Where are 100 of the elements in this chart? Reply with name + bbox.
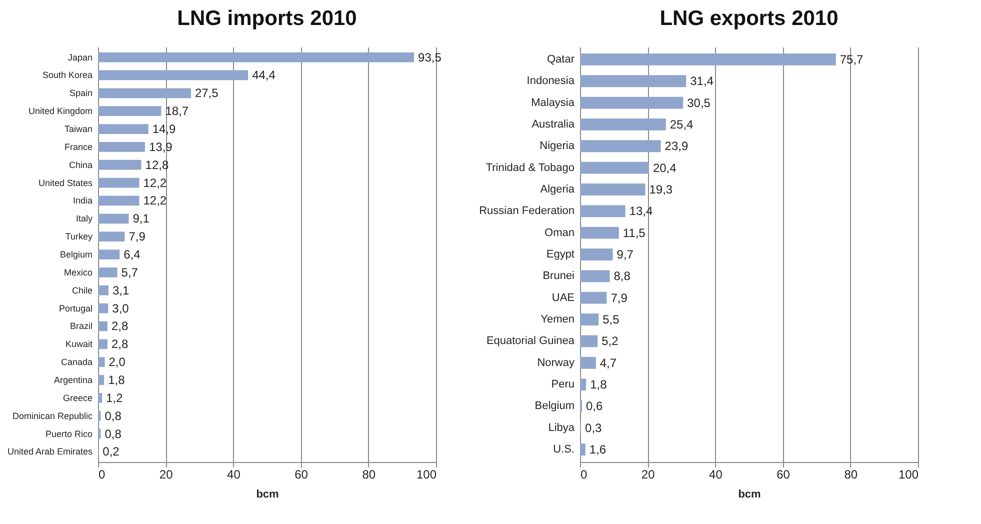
x-tick-label: 100	[898, 468, 919, 482]
data-label: 2,8	[111, 337, 128, 352]
y-tick-label: Egypt	[546, 248, 574, 260]
data-label: 2,0	[108, 355, 126, 370]
y-tick-label: Belgium	[60, 250, 92, 260]
data-label: 0,2	[102, 444, 120, 459]
x-axis-title: bcm	[738, 488, 762, 500]
x-tick-label: 60	[776, 468, 790, 482]
x-tick-label: 60	[294, 468, 308, 482]
chart-title: LNG imports 2010	[177, 7, 357, 30]
x-axis-title: bcm	[256, 488, 280, 500]
y-tick-label: United States	[38, 178, 93, 188]
y-tick-label: Taiwan	[64, 124, 92, 134]
y-tick-label: Libya	[548, 422, 576, 434]
y-tick-label: France	[64, 142, 92, 152]
y-tick-label: Italy	[76, 214, 93, 224]
data-label: 7,9	[610, 290, 628, 305]
y-tick-label: Indonesia	[526, 75, 576, 88]
data-label: 5,7	[121, 265, 138, 280]
x-tick-label: 40	[227, 468, 241, 482]
data-label: 1,8	[108, 372, 126, 387]
y-tick-label: United Arab Emirates	[7, 446, 93, 457]
data-label: 8,8	[614, 269, 631, 284]
y-tick-label: Trinidad & Tobago	[486, 162, 574, 174]
data-label: 3,1	[112, 283, 130, 298]
data-label: 7,9	[128, 230, 146, 244]
data-label: 75,7	[840, 52, 864, 66]
y-tick-label: Brazil	[70, 321, 92, 332]
data-label: 14,9	[152, 122, 176, 136]
y-tick-label: South Korea	[42, 70, 92, 80]
y-tick-label: UAE	[552, 292, 574, 304]
y-tick-label: Nigeria	[540, 140, 576, 152]
x-tick-label: 0	[98, 468, 106, 482]
x-tick-label: 80	[362, 468, 376, 482]
y-tick-label: Mexico	[64, 267, 92, 278]
data-label: 12,2	[143, 194, 167, 208]
data-label: 0,3	[585, 420, 602, 435]
y-tick-label: Algeria	[540, 183, 576, 196]
y-tick-label: Kuwait	[65, 339, 93, 350]
y-tick-label: Oman	[544, 226, 574, 239]
y-tick-label: Malaysia	[531, 96, 576, 109]
y-tick-label: China	[68, 160, 92, 170]
data-label: 25,4	[670, 117, 694, 132]
data-label: 1,8	[590, 378, 608, 392]
data-label: 6,4	[124, 248, 141, 262]
y-tick-label: United Kingdom	[28, 106, 92, 116]
data-label: 44,4	[252, 68, 276, 82]
y-tick-label: Canada	[60, 357, 92, 368]
data-label: 23,9	[664, 139, 688, 154]
data-label: 3,0	[112, 301, 130, 316]
data-label: 9,1	[132, 212, 150, 226]
y-tick-label: Australia	[532, 118, 576, 130]
y-tick-label: Yemen	[540, 314, 574, 326]
data-label: 93,5	[418, 50, 442, 64]
data-label: 11,5	[622, 226, 646, 240]
y-tick-label: Qatar	[546, 53, 575, 66]
y-tick-label: Equatorial Guinea	[486, 335, 576, 348]
data-label: 0,6	[586, 399, 604, 414]
data-label: 13,4	[629, 204, 653, 218]
x-tick-label: 20	[159, 468, 174, 482]
data-label: 0,8	[104, 408, 122, 423]
data-label: 20,4	[652, 160, 677, 175]
data-label: 9,7	[616, 248, 634, 262]
y-tick-label: Dominican Republic	[12, 410, 93, 421]
y-tick-label: Norway	[537, 356, 575, 369]
data-label: 0,8	[104, 426, 122, 441]
y-tick-label: India	[72, 196, 92, 206]
y-tick-label: Spain	[69, 88, 92, 98]
data-label: 5,5	[602, 312, 620, 327]
y-tick-label: Greece	[62, 392, 92, 403]
data-label: 4,7	[600, 356, 617, 370]
y-tick-label: U.S.	[553, 444, 574, 456]
data-label: 12,8	[145, 158, 169, 172]
data-label: 2,8	[111, 319, 128, 334]
y-tick-label: Argentina	[54, 374, 92, 385]
x-tick-label: 40	[709, 468, 723, 482]
data-label: 31,4	[690, 74, 714, 88]
y-tick-label: Belgium	[534, 400, 574, 412]
data-label: 19,3	[649, 182, 673, 196]
y-tick-label: Portugal	[58, 303, 92, 314]
data-label: 12,2	[143, 176, 167, 190]
y-tick-label: Peru	[551, 378, 574, 391]
y-tick-label: Puerto Rico	[45, 428, 92, 439]
data-label: 30,5	[687, 96, 711, 110]
y-tick-label: Turkey	[65, 232, 93, 242]
chart-title: LNG exports 2010	[660, 7, 838, 30]
data-label: 1,6	[589, 442, 606, 457]
data-label: 27,5	[194, 86, 219, 100]
y-tick-label: Brunei	[542, 270, 574, 282]
x-tick-label: 0	[580, 468, 588, 482]
x-tick-label: 80	[844, 468, 858, 482]
data-label: 13,9	[148, 140, 173, 154]
data-label: 1,2	[106, 390, 124, 405]
y-tick-label: Chile	[72, 285, 92, 296]
x-tick-label: 100	[416, 468, 437, 482]
y-tick-label: Japan	[68, 52, 92, 62]
x-tick-label: 20	[641, 468, 656, 482]
data-label: 18,7	[165, 104, 189, 118]
data-label: 5,2	[602, 334, 619, 348]
y-tick-label: Russian Federation	[479, 205, 574, 218]
